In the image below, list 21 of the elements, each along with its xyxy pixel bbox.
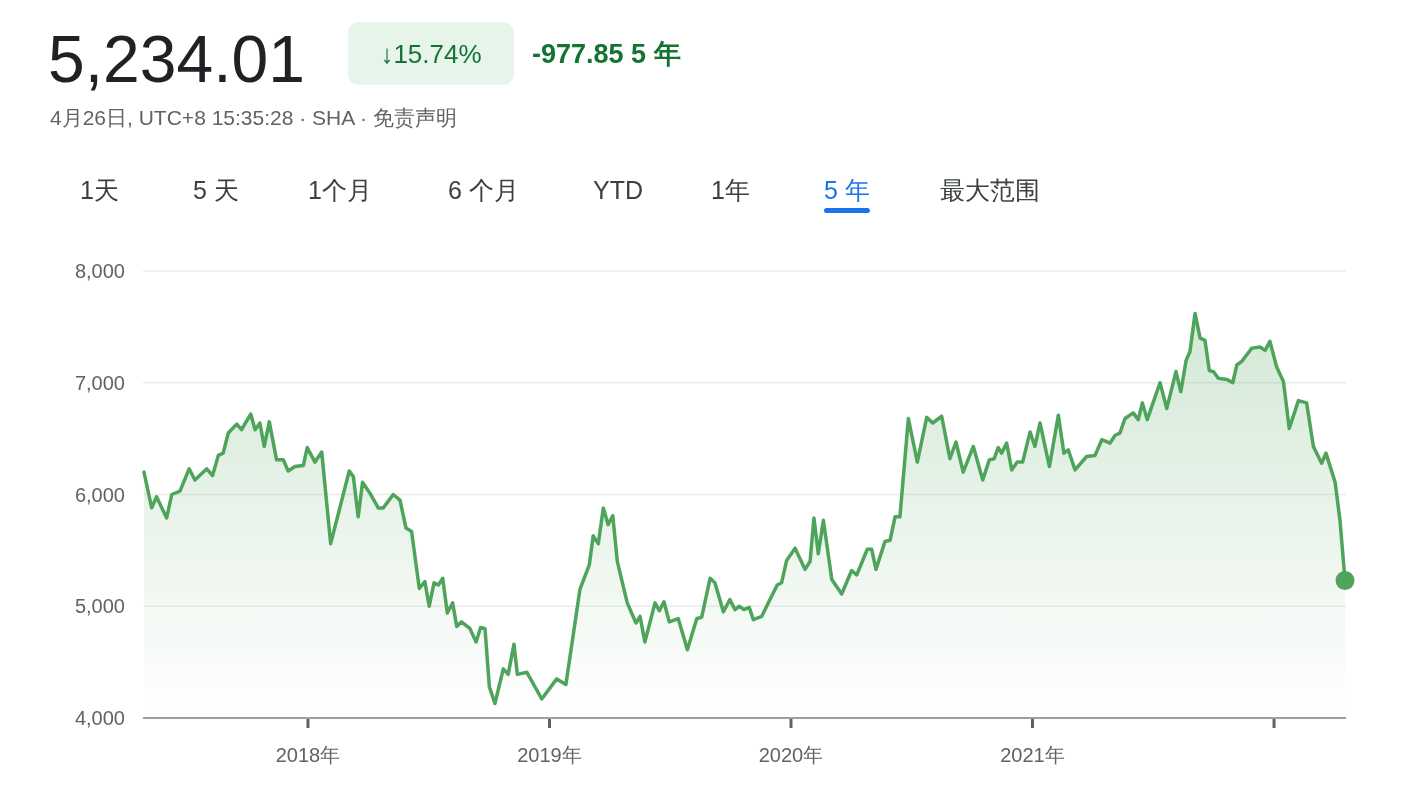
annotation: -977.85 5 年 xyxy=(532,39,681,69)
x-tick-label: 2019年 xyxy=(517,744,582,766)
y-tick-label: 7,000 xyxy=(74,371,125,394)
annotation: 最大范围 xyxy=(940,176,1040,204)
subtitle: 4月26日, UTC+8 15:35:28 · SHA · 免责声明 xyxy=(50,106,457,129)
x-tick-label: 2021年 xyxy=(1000,744,1065,766)
y-tick-label: 4,000 xyxy=(74,707,125,729)
x-tick-label: 2020年 xyxy=(758,744,824,766)
x-tick-label: 2018年 xyxy=(275,744,341,766)
annotation: 6 个月 xyxy=(448,176,519,204)
y-tick-label: 6,000 xyxy=(74,483,125,506)
annotation: 1天 xyxy=(80,176,119,204)
annotation: 1年 xyxy=(711,176,750,204)
annotation: 5 年 xyxy=(824,176,870,204)
y-tick-label: 5,000 xyxy=(74,595,125,618)
annotation: YTD xyxy=(593,176,643,204)
annotation: ↓15.74% xyxy=(380,39,482,69)
annotation: 1个月 xyxy=(308,176,372,204)
annotation: 5 天 xyxy=(193,176,239,204)
y-tick-label: 8,000 xyxy=(74,260,125,282)
title: 5,234.01 xyxy=(48,22,305,96)
